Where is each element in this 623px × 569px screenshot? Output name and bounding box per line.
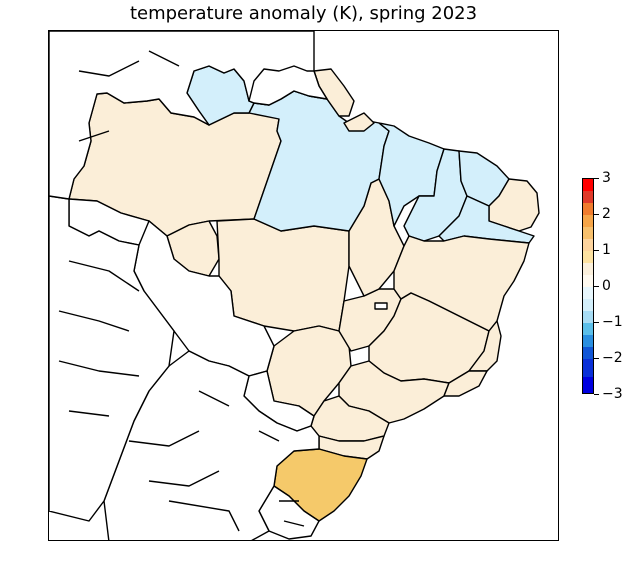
colorbar-tick bbox=[594, 394, 599, 395]
colorbar-segment bbox=[583, 359, 593, 377]
colorbar-segment bbox=[583, 191, 593, 203]
colorbar-segment bbox=[583, 227, 593, 239]
colorbar-tick bbox=[594, 214, 599, 215]
region-mato-grosso bbox=[216, 218, 350, 332]
colorbar-segment bbox=[583, 335, 593, 347]
colorbar-segment bbox=[583, 299, 593, 311]
colorbar-label: 3 bbox=[602, 170, 611, 186]
region-peru bbox=[49, 195, 175, 522]
region-distrito-federal bbox=[374, 302, 388, 310]
colorbar-segment bbox=[583, 287, 593, 299]
region-marajo bbox=[343, 112, 375, 132]
region-internal-borders bbox=[58, 50, 305, 532]
colorbar-tick bbox=[594, 250, 599, 251]
colorbar-segment bbox=[583, 203, 593, 215]
colorbar-segment bbox=[583, 251, 593, 263]
colorbar-tick bbox=[594, 178, 599, 179]
map-panel bbox=[48, 30, 559, 541]
colorbar-segment bbox=[583, 275, 593, 287]
region-espirito-santo bbox=[468, 320, 502, 372]
colorbar-label: −1 bbox=[602, 314, 623, 330]
colorbar-tick bbox=[594, 322, 599, 323]
colorbar-segment bbox=[583, 263, 593, 275]
colorbar-label: −2 bbox=[602, 350, 623, 366]
colorbar-segment bbox=[583, 179, 593, 191]
colorbar-label: 1 bbox=[602, 242, 611, 258]
colorbar-label: 2 bbox=[602, 206, 611, 222]
colorbar-segment bbox=[583, 347, 593, 359]
colorbar-segment bbox=[583, 215, 593, 227]
colorbar-label: −3 bbox=[602, 386, 623, 402]
colorbar bbox=[582, 178, 594, 394]
colorbar-segment bbox=[583, 239, 593, 251]
colorbar-tick bbox=[594, 286, 599, 287]
colorbar-segment bbox=[583, 323, 593, 335]
region-rio-de-janeiro bbox=[443, 370, 488, 397]
colorbar-tick bbox=[594, 358, 599, 359]
colorbar-segment bbox=[583, 311, 593, 323]
map-title: temperature anomaly (K), spring 2023 bbox=[129, 3, 478, 24]
brazil-map bbox=[49, 31, 540, 540]
colorbar-label: 0 bbox=[602, 278, 611, 294]
region-guianas bbox=[248, 65, 328, 106]
colorbar-segment bbox=[583, 377, 593, 393]
